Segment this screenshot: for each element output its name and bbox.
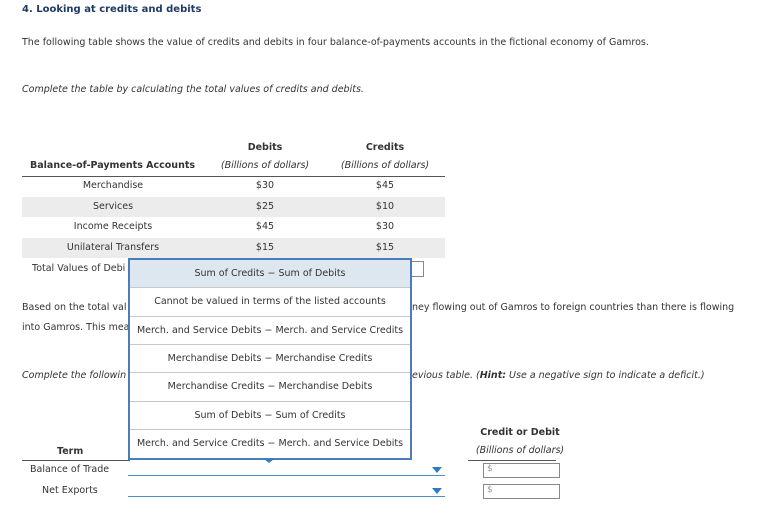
instruction2: evious table. (Hint: Use a negative sign… bbox=[412, 370, 705, 381]
col-header: Debits bbox=[247, 142, 283, 153]
account: Merchandise bbox=[82, 180, 144, 191]
dropdown-option[interactable]: Merch. and Service Debits − Merch. and S… bbox=[130, 315, 410, 345]
paragraph: ney flowing out of Gamros to foreign cou… bbox=[412, 302, 735, 313]
rule bbox=[22, 176, 445, 177]
dropdown-arrow[interactable] bbox=[432, 467, 442, 473]
term: Net Exports bbox=[42, 485, 98, 496]
col-header: Balance-of-Payments Accounts bbox=[30, 160, 196, 171]
debit: $15 bbox=[255, 241, 275, 253]
dropdown-arrow[interactable] bbox=[264, 459, 274, 463]
row-shade bbox=[22, 197, 445, 217]
prefix: $ bbox=[487, 485, 493, 495]
input[interactable]: $ bbox=[483, 484, 560, 499]
col-unit: (Billions of dollars) bbox=[340, 160, 430, 171]
intro: The following table shows the value of c… bbox=[22, 37, 649, 48]
text: evious table. ( bbox=[412, 370, 480, 381]
dropdown-option[interactable]: Merchandise Debits − Merchandise Credits bbox=[130, 343, 410, 373]
select[interactable] bbox=[128, 496, 445, 497]
paragraph: into Gamros. This mea bbox=[22, 322, 130, 333]
credit: $30 bbox=[375, 221, 395, 232]
select[interactable] bbox=[128, 475, 445, 476]
dropdown-option[interactable]: Sum of Credits − Sum of Debits bbox=[130, 260, 410, 288]
instruction: Complete the table by calculating the to… bbox=[22, 84, 364, 95]
dropdown-option[interactable]: Merch. and Service Credits − Merch. and … bbox=[130, 428, 410, 458]
col-header: Credits bbox=[365, 142, 405, 153]
dropdown-option[interactable]: Cannot be valued in terms of the listed … bbox=[130, 287, 410, 317]
debit: $25 bbox=[255, 200, 275, 212]
term: Balance of Trade bbox=[30, 464, 110, 475]
dropdown-arrow[interactable] bbox=[432, 488, 442, 494]
col-unit: (Billions of dollars) bbox=[475, 445, 565, 456]
paragraph: Based on the total val bbox=[22, 302, 127, 313]
account: Unilateral Transfers bbox=[66, 241, 160, 253]
credit: $10 bbox=[375, 200, 395, 212]
debit: $30 bbox=[255, 180, 275, 191]
rule bbox=[22, 460, 130, 461]
debit: $45 bbox=[255, 221, 275, 232]
hint: Hint: bbox=[479, 370, 507, 381]
account: Services bbox=[92, 200, 134, 212]
col-header: Term bbox=[57, 446, 84, 457]
account: Income Receipts bbox=[73, 221, 153, 232]
col-header: Credit or Debit bbox=[480, 427, 560, 438]
text: Use a negative sign to indicate a defici… bbox=[506, 370, 705, 381]
row-shade bbox=[22, 238, 445, 258]
total-label: Total Values of Debi bbox=[32, 263, 126, 274]
input[interactable]: $ bbox=[483, 463, 560, 478]
col-unit: (Billions of dollars) bbox=[220, 160, 310, 171]
instruction2: Complete the followin bbox=[22, 370, 127, 381]
dropdown-option[interactable]: Sum of Debits − Sum of Credits bbox=[130, 400, 410, 430]
prefix: $ bbox=[487, 464, 493, 474]
dropdown-option[interactable]: Merchandise Credits − Merchandise Debits bbox=[130, 372, 410, 402]
dropdown-menu[interactable]: Sum of Credits − Sum of Debits Cannot be … bbox=[128, 258, 412, 460]
credit: $45 bbox=[375, 180, 395, 191]
title: 4. Looking at credits and debits bbox=[22, 4, 202, 15]
credit: $15 bbox=[375, 241, 395, 253]
rule bbox=[468, 460, 556, 461]
